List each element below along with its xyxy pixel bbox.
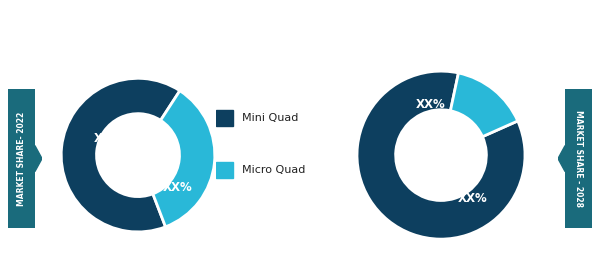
FancyBboxPatch shape — [8, 89, 35, 228]
Text: XX%: XX% — [163, 181, 193, 194]
Wedge shape — [153, 91, 215, 227]
Text: MARKET SHARE- 2022: MARKET SHARE- 2022 — [17, 111, 26, 206]
Bar — [216, 110, 233, 126]
Text: XX%: XX% — [94, 132, 124, 145]
Text: XX%: XX% — [458, 192, 488, 205]
Polygon shape — [558, 145, 565, 172]
FancyBboxPatch shape — [565, 89, 592, 228]
Polygon shape — [35, 145, 42, 172]
Wedge shape — [451, 73, 518, 137]
Bar — [216, 162, 233, 178]
Wedge shape — [357, 71, 525, 239]
Text: XX%: XX% — [416, 98, 446, 111]
Text: MARKET SHARE - 2028: MARKET SHARE - 2028 — [575, 110, 583, 207]
Wedge shape — [61, 78, 180, 232]
Text: Mini Quad: Mini Quad — [242, 113, 299, 123]
Text: Micro Quad: Micro Quad — [242, 165, 306, 175]
Text: MARKET BY DRONE TYPE: MARKET BY DRONE TYPE — [78, 16, 310, 34]
